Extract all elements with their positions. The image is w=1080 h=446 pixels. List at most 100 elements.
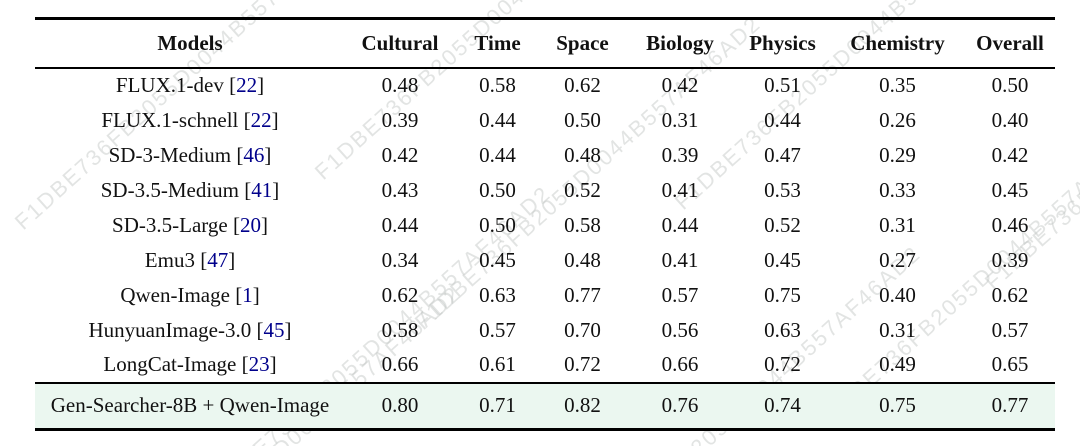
score-cell-physics: 0.47 [764, 142, 801, 167]
score-cell-time: 0.71 [479, 393, 516, 418]
model-name: Qwen-Image [120, 282, 230, 307]
score-cell-overall: 0.50 [991, 73, 1029, 97]
score-cell-physics: 0.75 [764, 282, 801, 307]
table-row: SD-3.5-Large [20] 0.44 0.50 0.58 0.44 0.52 0.3… [35, 208, 1055, 243]
score-cell-physics: 0.53 [764, 177, 801, 202]
score-cell-biology: 0.76 [661, 393, 699, 418]
table-row: SD-3.5-Medium [41] 0.43 0.50 0.52 0.41 0.53 0.… [35, 173, 1055, 208]
score-cell-space: 0.82 [564, 393, 601, 418]
score-cell-physics: 0.63 [764, 317, 801, 342]
model-name-cell: SD-3.5-Large [20] [112, 212, 268, 237]
score-cell-cultural: 0.80 [381, 393, 419, 418]
table-body: FLUX.1-dev [22] 0.48 0.58 0.62 0.42 0.51 0.35 0… [35, 68, 1055, 383]
score-cell-cultural: 0.44 [381, 212, 419, 237]
score-cell-chemistry: 0.27 [879, 247, 916, 272]
score-cell-time: 0.44 [479, 107, 516, 132]
score-cell-overall: 0.40 [991, 107, 1029, 132]
model-name: FLUX.1-schnell [101, 107, 239, 132]
score-cell-space: 0.50 [564, 107, 601, 132]
table-row: SD-3-Medium [46] 0.42 0.44 0.48 0.39 0.47 0.29… [35, 138, 1055, 173]
score-cell-time: 0.58 [479, 73, 516, 97]
table-row: LongCat-Image [23] 0.66 0.61 0.72 0.66 0.72 0.… [35, 348, 1055, 383]
score-cell-chemistry: 0.26 [879, 107, 916, 132]
model-name-cell: HunyuanImage-3.0 [45] [88, 317, 292, 342]
column-header-space: Space [540, 18, 625, 69]
score-cell-chemistry: 0.33 [879, 177, 916, 202]
score-cell-time: 0.63 [479, 282, 516, 307]
score-cell-biology: 0.66 [661, 352, 699, 376]
score-cell-overall: 0.62 [991, 282, 1029, 307]
score-cell-overall: 0.46 [991, 212, 1029, 237]
model-name-cell: Emu3 [47] [144, 247, 236, 272]
score-cell-cultural: 0.42 [381, 142, 419, 167]
score-cell-cultural: 0.34 [381, 247, 419, 272]
score-cell-space: 0.72 [564, 352, 601, 376]
results-table: Models Cultural Time Space Biology Physics Che… [35, 17, 1055, 431]
score-cell-chemistry: 0.40 [879, 282, 916, 307]
column-header-models: Models [35, 18, 345, 69]
citation-link[interactable]: 20 [239, 212, 261, 237]
score-cell-space: 0.62 [564, 73, 601, 97]
score-cell-cultural: 0.43 [381, 177, 419, 202]
score-cell-overall: 0.45 [991, 177, 1029, 202]
score-cell-cultural: 0.39 [381, 107, 419, 132]
citation-link[interactable]: 22 [236, 73, 258, 97]
score-cell-chemistry: 0.75 [879, 393, 916, 418]
score-cell-physics: 0.44 [764, 107, 801, 132]
model-name-cell: Gen-Searcher-8B + Qwen-Image [35, 383, 345, 430]
score-cell-time: 0.61 [479, 352, 516, 376]
score-cell-chemistry: 0.31 [879, 317, 916, 342]
citation-link[interactable]: 1 [242, 282, 253, 307]
score-cell-space: 0.48 [564, 247, 601, 272]
score-cell-overall: 0.77 [991, 393, 1029, 418]
citation-link[interactable]: 41 [251, 177, 273, 202]
score-cell-biology: 0.41 [661, 247, 699, 272]
highlight-table-row: Gen-Searcher-8B + Qwen-Image 0.80 0.71 0.82… [35, 382, 1055, 430]
score-cell-physics: 0.45 [764, 247, 801, 272]
model-name: SD-3.5-Medium [100, 177, 239, 202]
table-header: Models Cultural Time Space Biology Physics Che… [35, 18, 1055, 69]
column-header-physics: Physics [735, 18, 830, 69]
score-cell-time: 0.45 [479, 247, 516, 272]
score-cell-biology: 0.56 [661, 317, 699, 342]
model-name-cell: SD-3-Medium [46] [108, 142, 272, 167]
model-name-cell: Qwen-Image [1] [120, 282, 260, 307]
table-row: FLUX.1-dev [22] 0.48 0.58 0.62 0.42 0.51 0.35 0… [35, 68, 1055, 103]
score-cell-chemistry: 0.29 [879, 142, 916, 167]
citation-link[interactable]: 45 [263, 317, 285, 342]
citation-link[interactable]: 22 [250, 107, 272, 132]
column-header-cultural: Cultural [345, 18, 455, 69]
score-cell-biology: 0.44 [661, 212, 699, 237]
score-cell-biology: 0.41 [661, 177, 699, 202]
score-cell-biology: 0.39 [661, 142, 699, 167]
table-row: Qwen-Image [1] 0.62 0.63 0.77 0.57 0.75 0.40 0.… [35, 278, 1055, 313]
score-cell-overall: 0.39 [991, 247, 1029, 272]
score-cell-chemistry: 0.49 [879, 352, 916, 376]
model-name: Gen-Searcher-8B + Qwen-Image [50, 393, 330, 418]
score-cell-biology: 0.31 [661, 107, 699, 132]
model-name-cell: FLUX.1-schnell [22] [101, 107, 279, 132]
model-name: SD-3.5-Large [112, 212, 228, 237]
column-header-time: Time [455, 18, 540, 69]
table-row: HunyuanImage-3.0 [45] 0.58 0.57 0.70 0.56 0.6… [35, 313, 1055, 348]
table-row: Emu3 [47] 0.34 0.45 0.48 0.41 0.45 0.27 0.39 [35, 243, 1055, 278]
citation-link[interactable]: 46 [243, 142, 265, 167]
score-cell-space: 0.58 [564, 212, 601, 237]
score-cell-chemistry: 0.31 [879, 212, 916, 237]
score-cell-chemistry: 0.35 [879, 73, 916, 97]
column-header-biology: Biology [625, 18, 735, 69]
citation-link[interactable]: 23 [248, 352, 270, 376]
score-cell-time: 0.44 [479, 142, 516, 167]
score-cell-space: 0.77 [564, 282, 601, 307]
score-cell-cultural: 0.58 [381, 317, 419, 342]
highlight-row-section: Gen-Searcher-8B + Qwen-Image 0.80 0.71 0.82… [35, 382, 1055, 430]
model-name-cell: LongCat-Image [23] [103, 352, 277, 376]
score-cell-time: 0.57 [479, 317, 516, 342]
table-row: FLUX.1-schnell [22] 0.39 0.44 0.50 0.31 0.44 0… [35, 103, 1055, 138]
header-row: Models Cultural Time Space Biology Physics Che… [35, 18, 1055, 69]
model-name: SD-3-Medium [108, 142, 232, 167]
score-cell-physics: 0.52 [764, 212, 801, 237]
citation-link[interactable]: 47 [207, 247, 229, 272]
score-cell-physics: 0.72 [764, 352, 801, 376]
